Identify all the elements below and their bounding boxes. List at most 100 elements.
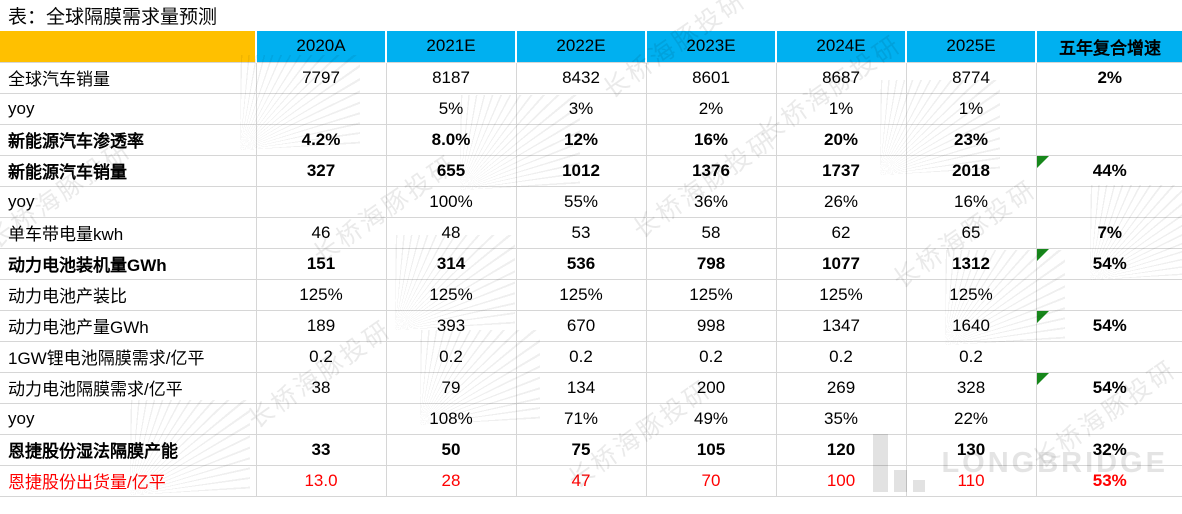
cell-value: 536 (515, 247, 647, 280)
table-row: yoy 108% 71% 49% 35% 22% (0, 402, 1182, 435)
cell-value: 75 (515, 433, 647, 466)
cell-value: 23% (905, 123, 1037, 156)
cagr-cell (1035, 402, 1182, 435)
cell-value: 0.2 (645, 340, 777, 373)
cell-value: 655 (385, 154, 517, 187)
cell-value (255, 185, 387, 218)
cell-value: 798 (645, 247, 777, 280)
cell-value: 0.2 (905, 340, 1037, 373)
cell-value: 13.0 (255, 464, 387, 497)
cell-value: 125% (385, 278, 517, 311)
table-row: 新能源汽车销量 327 655 1012 1376 1737 2018 44% (0, 154, 1182, 187)
cagr-value: 7% (1097, 222, 1123, 242)
cell-value: 8.0% (385, 123, 517, 156)
cagr-cell (1035, 340, 1182, 373)
table-row: 1GW锂电池隔膜需求/亿平 0.2 0.2 0.2 0.2 0.2 0.2 (0, 340, 1182, 373)
cell-value: 670 (515, 309, 647, 342)
header-cell-year: 2024E (776, 31, 907, 62)
flag-triangle-icon (1036, 248, 1050, 262)
cell-value: 65 (905, 216, 1037, 249)
cell-value: 7797 (255, 61, 387, 94)
cell-value: 71% (515, 402, 647, 435)
header-cell-year: 2025E (906, 31, 1037, 62)
cell-value: 1312 (905, 247, 1037, 280)
row-label: 动力电池产装比 (0, 278, 257, 311)
cell-value: 125% (775, 278, 907, 311)
table-row: 恩捷股份湿法隔膜产能 33 50 75 105 120 130 32% (0, 433, 1182, 466)
cell-value: 16% (645, 123, 777, 156)
cell-value: 46 (255, 216, 387, 249)
cagr-cell: 2% (1035, 61, 1182, 94)
cell-value: 2% (645, 92, 777, 125)
cagr-cell: 32% (1035, 433, 1182, 466)
cell-value: 8774 (905, 61, 1037, 94)
cell-value: 100% (385, 185, 517, 218)
cagr-cell (1035, 185, 1182, 218)
cagr-cell (1035, 92, 1182, 125)
cell-value: 36% (645, 185, 777, 218)
cell-value: 48 (385, 216, 517, 249)
cell-value: 269 (775, 371, 907, 404)
table-row: 恩捷股份出货量/亿平 13.0 28 47 70 100 110 53% (0, 464, 1182, 497)
header-corner-cell (0, 31, 257, 62)
cell-value: 70 (645, 464, 777, 497)
forecast-table: 2020A 2021E 2022E 2023E 2024E 2025E 五年复合增速 全球汽… (0, 31, 1182, 497)
header-cell-year: 2020A (256, 31, 387, 62)
cell-value: 8187 (385, 61, 517, 94)
cagr-cell: 7% (1035, 216, 1182, 249)
table-row: 动力电池装机量GWh 151 314 536 798 1077 1312 54% (0, 247, 1182, 280)
cell-value: 26% (775, 185, 907, 218)
table-row: 动力电池产量GWh 189 393 670 998 1347 1640 54% (0, 309, 1182, 342)
cell-value: 125% (515, 278, 647, 311)
row-label: 恩捷股份湿法隔膜产能 (0, 433, 257, 466)
cell-value: 49% (645, 402, 777, 435)
cell-value: 55% (515, 185, 647, 218)
cell-value: 12% (515, 123, 647, 156)
row-label: 全球汽车销量 (0, 61, 257, 94)
cagr-value: 53% (1092, 470, 1127, 490)
cell-value: 134 (515, 371, 647, 404)
cell-value: 2018 (905, 154, 1037, 187)
cagr-value: 54% (1092, 377, 1127, 397)
row-label: 新能源汽车渗透率 (0, 123, 257, 156)
header-cell-year: 2022E (516, 31, 647, 62)
flag-triangle-icon (1036, 155, 1050, 169)
cagr-cell: 44% (1035, 154, 1182, 187)
cell-value: 33 (255, 433, 387, 466)
cell-value: 1737 (775, 154, 907, 187)
cagr-value: 2% (1097, 67, 1123, 87)
cagr-cell: 54% (1035, 247, 1182, 280)
cell-value: 125% (645, 278, 777, 311)
row-label: yoy (0, 185, 257, 218)
cell-value: 0.2 (775, 340, 907, 373)
row-label: 单车带电量kwh (0, 216, 257, 249)
row-label: 恩捷股份出货量/亿平 (0, 464, 257, 497)
cell-value: 8601 (645, 61, 777, 94)
cell-value: 8687 (775, 61, 907, 94)
table-row: 动力电池产装比 125% 125% 125% 125% 125% 125% (0, 278, 1182, 311)
cell-value: 120 (775, 433, 907, 466)
cell-value: 125% (255, 278, 387, 311)
cagr-value: 54% (1092, 253, 1127, 273)
row-label: 1GW锂电池隔膜需求/亿平 (0, 340, 257, 373)
row-label: yoy (0, 92, 257, 125)
cell-value: 50 (385, 433, 517, 466)
cell-value: 998 (645, 309, 777, 342)
cell-value: 4.2% (255, 123, 387, 156)
cell-value: 22% (905, 402, 1037, 435)
table-row: 全球汽车销量 7797 8187 8432 8601 8687 8774 2% (0, 61, 1182, 94)
cell-value: 1012 (515, 154, 647, 187)
cell-value: 100 (775, 464, 907, 497)
cell-value: 151 (255, 247, 387, 280)
cell-value: 314 (385, 247, 517, 280)
cell-value: 1% (905, 92, 1037, 125)
cell-value: 105 (645, 433, 777, 466)
flag-triangle-icon (1036, 310, 1050, 324)
cell-value: 79 (385, 371, 517, 404)
cell-value: 20% (775, 123, 907, 156)
row-label: 动力电池隔膜需求/亿平 (0, 371, 257, 404)
cell-value: 110 (905, 464, 1037, 497)
cell-value: 3% (515, 92, 647, 125)
cell-value (255, 92, 387, 125)
